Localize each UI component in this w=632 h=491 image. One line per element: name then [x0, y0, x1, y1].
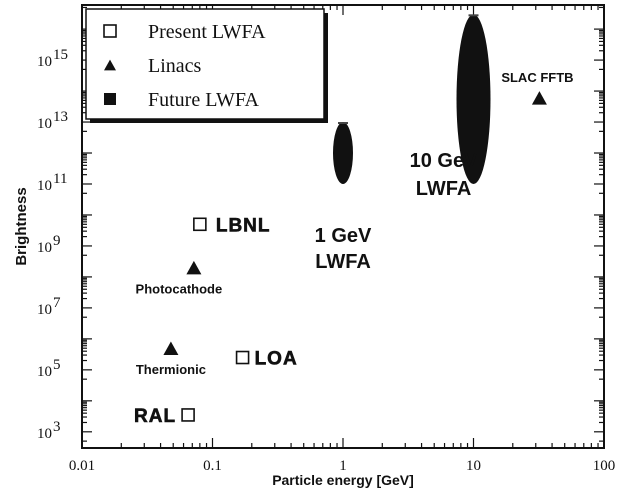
- future-lwfa-ellipse: [333, 122, 353, 184]
- x-tick-label: 10: [466, 458, 481, 474]
- linac-marker: [531, 91, 547, 105]
- legend-label: Linacs: [148, 55, 202, 77]
- x-tick-label: 100: [593, 458, 616, 474]
- y-tick-label-base: 10: [37, 54, 52, 70]
- legend-label: Present LWFA: [148, 21, 266, 43]
- x-tick-label: 1: [339, 458, 347, 474]
- y-tick-label-exponent: 15: [53, 47, 68, 63]
- y-tick-label-exponent: 5: [53, 357, 61, 373]
- present-lwfa-label: LBNL: [216, 215, 271, 236]
- y-tick-label-base: 10: [37, 240, 52, 256]
- legend-box: [85, 8, 325, 120]
- present-lwfa-marker: [193, 217, 207, 232]
- y-tick-label-exponent: 9: [53, 233, 61, 249]
- future-lwfa-label: 1 GeV: [315, 225, 372, 247]
- present-lwfa-label: LOA: [255, 349, 298, 370]
- future-lwfa-label: 10 GeV: [410, 150, 478, 172]
- x-tick-label: 0.1: [203, 458, 222, 474]
- legend-entries: Present LWFA Linacs Future LWFA: [103, 21, 266, 111]
- legend-marker: [103, 24, 117, 38]
- y-axis-label: Brightness: [13, 187, 30, 265]
- data-marks: LBNL LOA RAL Photocathode Thermionic SLAC FFT…: [134, 14, 574, 427]
- x-axis-label: Particle energy [GeV]: [272, 472, 414, 488]
- linac-label: SLAC FFTB: [501, 70, 573, 85]
- legend-marker: [104, 59, 116, 71]
- future-lwfa-label: LWFA: [416, 178, 472, 200]
- future-lwfa-ellipse: [456, 14, 491, 184]
- linac-label: Thermionic: [136, 362, 206, 377]
- legend-label: Future LWFA: [148, 89, 259, 111]
- future-lwfa-label: LWFA: [315, 251, 371, 273]
- linac-marker: [186, 260, 202, 275]
- plot-frame: [81, 4, 605, 449]
- legend: Present LWFA Linacs Future LWFA: [85, 8, 328, 123]
- present-lwfa-label: RAL: [134, 406, 176, 427]
- y-tick-label-base: 10: [37, 302, 52, 318]
- y-tick-label-exponent: 13: [53, 109, 68, 125]
- y-tick-label-base: 10: [37, 116, 52, 132]
- y-tick-label-base: 10: [37, 426, 52, 442]
- x-tick-label: 0.01: [69, 458, 95, 474]
- y-tick-label-exponent: 11: [53, 171, 67, 187]
- linac-label: Photocathode: [136, 282, 223, 297]
- x-tick-labels: 0.01 0.1 1 10 100: [69, 458, 615, 474]
- y-tick-label-exponent: 3: [53, 419, 61, 435]
- y-tick-label-base: 10: [37, 364, 52, 380]
- legend-marker: [104, 93, 116, 105]
- present-lwfa-marker: [181, 408, 195, 422]
- linac-marker: [163, 341, 179, 355]
- y-tick-label-exponent: 7: [53, 295, 61, 311]
- present-lwfa-marker: [235, 350, 250, 365]
- y-tick-label-base: 10: [37, 178, 52, 194]
